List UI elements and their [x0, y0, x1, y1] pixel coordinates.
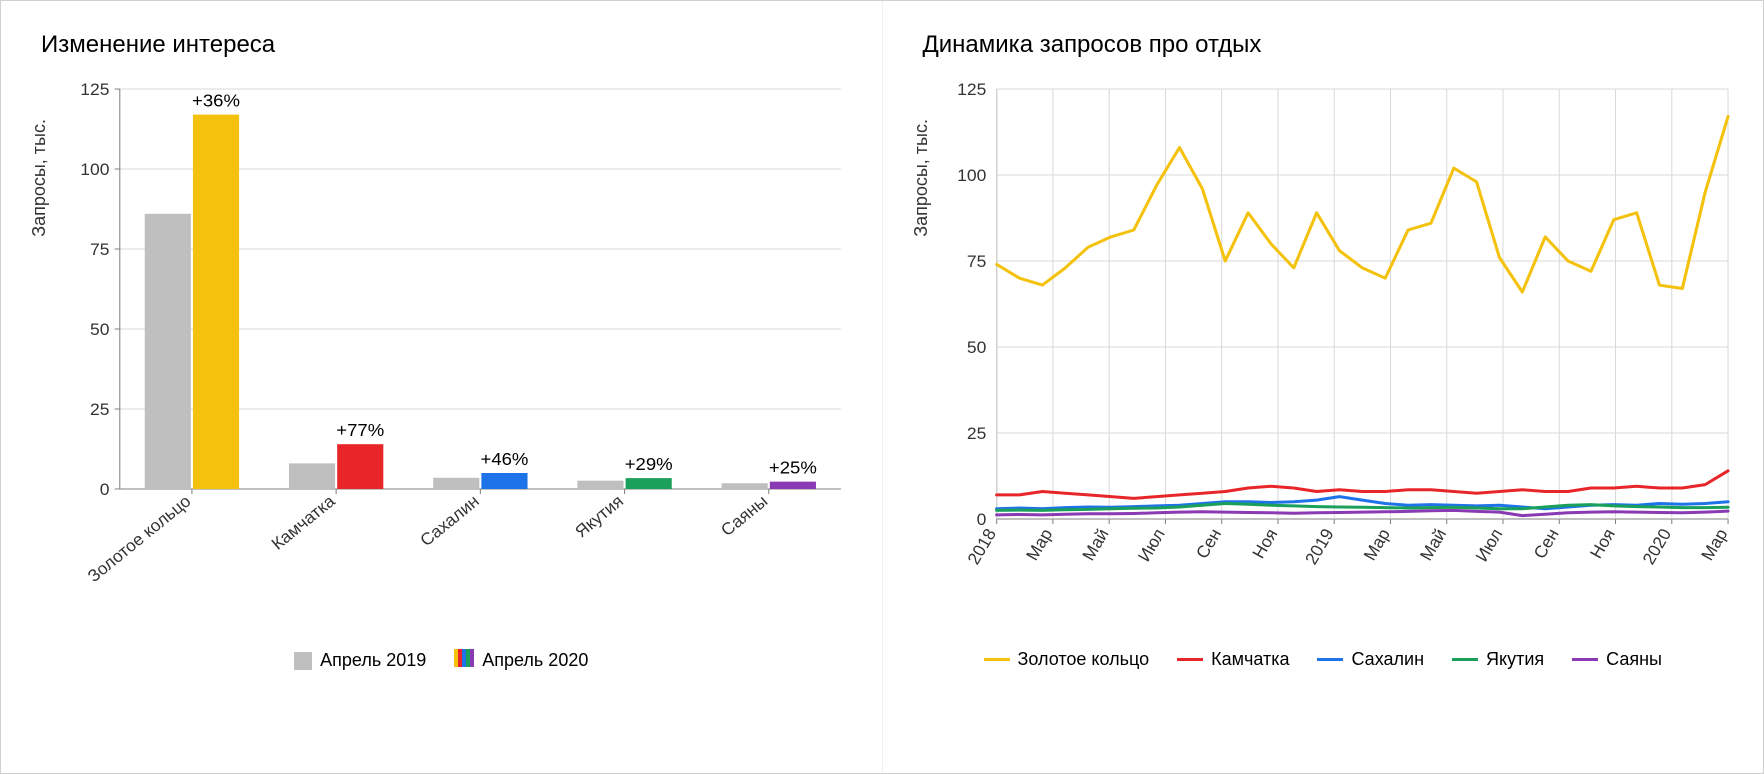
svg-text:Июл: Июл	[1133, 525, 1168, 565]
legend-series-label: Золотое кольцо	[1018, 649, 1150, 670]
svg-text:Сен: Сен	[1529, 525, 1563, 562]
left-ylabel: Запросы, тыс.	[21, 119, 58, 237]
panel-interest-change: Изменение интереса Запросы, тыс. 0 25 50 75…	[1, 1, 882, 773]
svg-text:Мар: Мар	[1696, 525, 1731, 564]
legend-2019: Апрель 2019	[294, 649, 426, 672]
svg-text:2019: 2019	[1300, 525, 1337, 568]
bar-2020-3	[626, 478, 672, 489]
left-legend: Апрель 2019 Апрель 2020	[21, 649, 862, 672]
bar-2020-4	[770, 482, 816, 489]
legend-item: Золотое кольцо	[984, 649, 1150, 670]
panel-dynamics: Динамика запросов про отдых Запросы, тыс…	[882, 1, 1764, 773]
svg-text:Сен: Сен	[1191, 525, 1225, 562]
bar-2020-2	[481, 473, 527, 489]
svg-text:Мар: Мар	[1359, 525, 1394, 564]
svg-text:2018: 2018	[963, 525, 1000, 568]
bar-2020-0	[193, 115, 239, 489]
legend-item: Камчатка	[1177, 649, 1289, 670]
right-chart-wrap: Запросы, тыс. 02550751001252018МарМайИюл…	[903, 79, 1744, 599]
svg-text:75: 75	[90, 239, 109, 259]
svg-text:Камчатка: Камчатка	[267, 491, 339, 554]
svg-text:Май: Май	[1415, 525, 1450, 564]
right-plot-area: 02550751001252018МарМайИюлСенНоя2019МарМ…	[940, 79, 1744, 599]
svg-text:100: 100	[957, 165, 986, 185]
bar-2019-4	[722, 483, 768, 489]
legend-line-swatch	[1177, 658, 1203, 661]
svg-text:+29%: +29%	[625, 453, 673, 474]
legend-item: Якутия	[1452, 649, 1544, 670]
bar-chart-svg: 0 25 50 75 100 125 +36% Золотое кольцо +77% Камча…	[58, 79, 862, 599]
svg-text:25: 25	[90, 399, 109, 419]
svg-text:Май: Май	[1077, 525, 1112, 564]
svg-text:0: 0	[100, 479, 110, 499]
svg-text:Сахалин: Сахалин	[416, 491, 483, 550]
bar-2020-1	[337, 444, 383, 489]
svg-text:25: 25	[966, 423, 985, 443]
left-title: Изменение интереса	[41, 31, 862, 59]
legend-series-label: Камчатка	[1211, 649, 1289, 670]
legend-item: Саяны	[1572, 649, 1662, 670]
legend-2019-label: Апрель 2019	[320, 650, 426, 671]
svg-text:125: 125	[80, 79, 109, 99]
legend-item: Сахалин	[1317, 649, 1424, 670]
legend-swatch-2019	[294, 652, 312, 670]
legend-line-swatch	[1572, 658, 1598, 661]
svg-text:Июл: Июл	[1471, 525, 1506, 565]
left-chart-wrap: Запросы, тыс. 0 25 50 75 100 125 +36% Золотое к…	[21, 79, 862, 599]
legend-line-swatch	[984, 658, 1010, 661]
svg-text:125: 125	[957, 79, 986, 99]
svg-text:Ноя: Ноя	[1585, 525, 1619, 562]
svg-text:Якутия: Якутия	[571, 491, 627, 541]
svg-text:2020: 2020	[1638, 525, 1675, 568]
legend-series-label: Якутия	[1486, 649, 1544, 670]
dashboard-container: Изменение интереса Запросы, тыс. 0 25 50 75…	[0, 0, 1764, 774]
svg-text:50: 50	[966, 337, 985, 357]
bar-2019-2	[433, 478, 479, 489]
right-ylabel: Запросы, тыс.	[903, 119, 940, 237]
svg-text:+25%: +25%	[769, 457, 817, 478]
series-line-1	[996, 471, 1727, 499]
line-chart-svg: 02550751001252018МарМайИюлСенНоя2019МарМ…	[940, 79, 1744, 599]
svg-text:+77%: +77%	[336, 419, 384, 440]
svg-text:50: 50	[90, 319, 109, 339]
svg-text:Ноя: Ноя	[1247, 525, 1281, 562]
legend-series-label: Саяны	[1606, 649, 1662, 670]
legend-swatch-2020	[454, 649, 474, 672]
right-legend: Золотое кольцо Камчатка Сахалин Якутия С…	[903, 649, 1744, 670]
right-title: Динамика запросов про отдых	[923, 31, 1744, 59]
series-line-4	[996, 510, 1727, 515]
left-plot-area: 0 25 50 75 100 125 +36% Золотое кольцо +77% Камча…	[58, 79, 862, 599]
svg-text:75: 75	[966, 251, 985, 271]
legend-2020-label: Апрель 2020	[482, 650, 588, 671]
svg-text:Золотое кольцо: Золотое кольцо	[83, 491, 194, 586]
svg-text:100: 100	[80, 159, 109, 179]
legend-line-swatch	[1452, 658, 1478, 661]
svg-text:Мар: Мар	[1021, 525, 1056, 564]
bar-2019-1	[289, 463, 335, 489]
legend-line-swatch	[1317, 658, 1343, 661]
legend-series-label: Сахалин	[1351, 649, 1424, 670]
svg-text:Саяны: Саяны	[717, 491, 772, 540]
series-line-0	[996, 117, 1727, 293]
legend-2020: Апрель 2020	[454, 649, 588, 672]
svg-text:+36%: +36%	[192, 90, 240, 111]
svg-text:+46%: +46%	[480, 448, 528, 469]
bar-2019-0	[145, 214, 191, 489]
bar-2019-3	[577, 481, 623, 489]
